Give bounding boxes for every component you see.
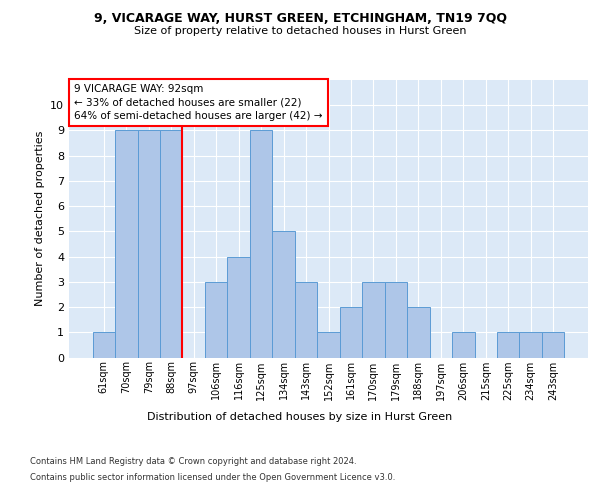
Bar <box>362 282 385 358</box>
Bar <box>497 332 520 357</box>
Bar <box>407 307 430 358</box>
Text: 9, VICARAGE WAY, HURST GREEN, ETCHINGHAM, TN19 7QQ: 9, VICARAGE WAY, HURST GREEN, ETCHINGHAM… <box>94 12 506 26</box>
Bar <box>452 332 475 357</box>
Bar <box>272 232 295 358</box>
Text: Contains HM Land Registry data © Crown copyright and database right 2024.: Contains HM Land Registry data © Crown c… <box>30 458 356 466</box>
Text: Distribution of detached houses by size in Hurst Green: Distribution of detached houses by size … <box>148 412 452 422</box>
Text: 9 VICARAGE WAY: 92sqm
← 33% of detached houses are smaller (22)
64% of semi-deta: 9 VICARAGE WAY: 92sqm ← 33% of detached … <box>74 84 323 120</box>
Bar <box>250 130 272 358</box>
Bar <box>160 130 182 358</box>
Bar <box>542 332 565 357</box>
Bar <box>385 282 407 358</box>
Bar <box>92 332 115 357</box>
Bar <box>295 282 317 358</box>
Bar <box>340 307 362 358</box>
Text: Size of property relative to detached houses in Hurst Green: Size of property relative to detached ho… <box>134 26 466 36</box>
Bar <box>205 282 227 358</box>
Bar <box>520 332 542 357</box>
Text: Contains public sector information licensed under the Open Government Licence v3: Contains public sector information licen… <box>30 472 395 482</box>
Bar <box>227 256 250 358</box>
Bar <box>317 332 340 357</box>
Y-axis label: Number of detached properties: Number of detached properties <box>35 131 44 306</box>
Bar <box>137 130 160 358</box>
Bar <box>115 130 137 358</box>
